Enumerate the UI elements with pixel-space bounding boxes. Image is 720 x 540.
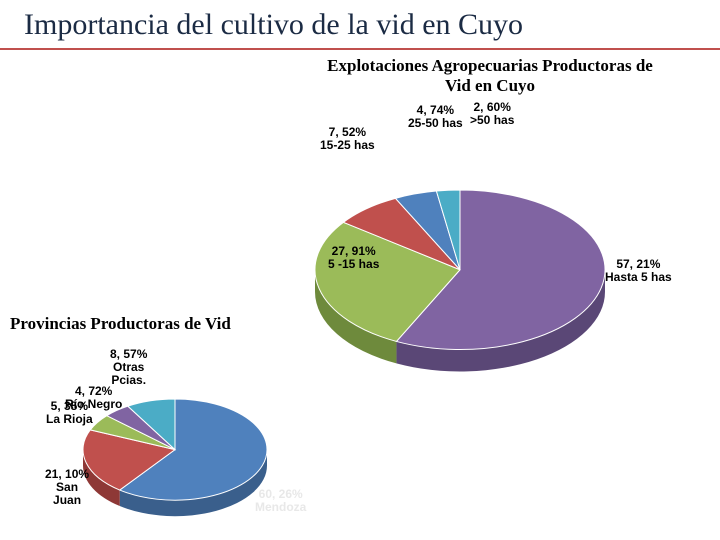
pie-slice-label: 60, 26%Mendoza: [255, 488, 306, 514]
pie-slice-label: 7, 52%15-25 has: [320, 126, 375, 152]
pie-slice-label: 57, 21%Hasta 5 has: [605, 258, 672, 284]
pie-slice-label: 8, 57%OtrasPcias.: [110, 348, 147, 388]
pie-slice-label: 21, 10%SanJuan: [45, 468, 89, 508]
pie-slice-label: 4, 74%25-50 has: [408, 104, 463, 130]
chart1-title: Explotaciones Agropecuarias Productoras …: [320, 56, 660, 97]
pie-slice-label: 2, 60%>50 has: [470, 101, 514, 127]
chart2-title: Provincias Productoras de Vid: [10, 314, 310, 334]
pie-slice-label: 4, 72%Río Negro: [65, 385, 122, 411]
pie-chart-explotaciones: [295, 170, 625, 392]
title-underline: [0, 48, 720, 50]
slide-title: Importancia del cultivo de la vid en Cuy…: [24, 8, 696, 42]
pie-slice-label: 27, 91%5 -15 has: [328, 245, 379, 271]
